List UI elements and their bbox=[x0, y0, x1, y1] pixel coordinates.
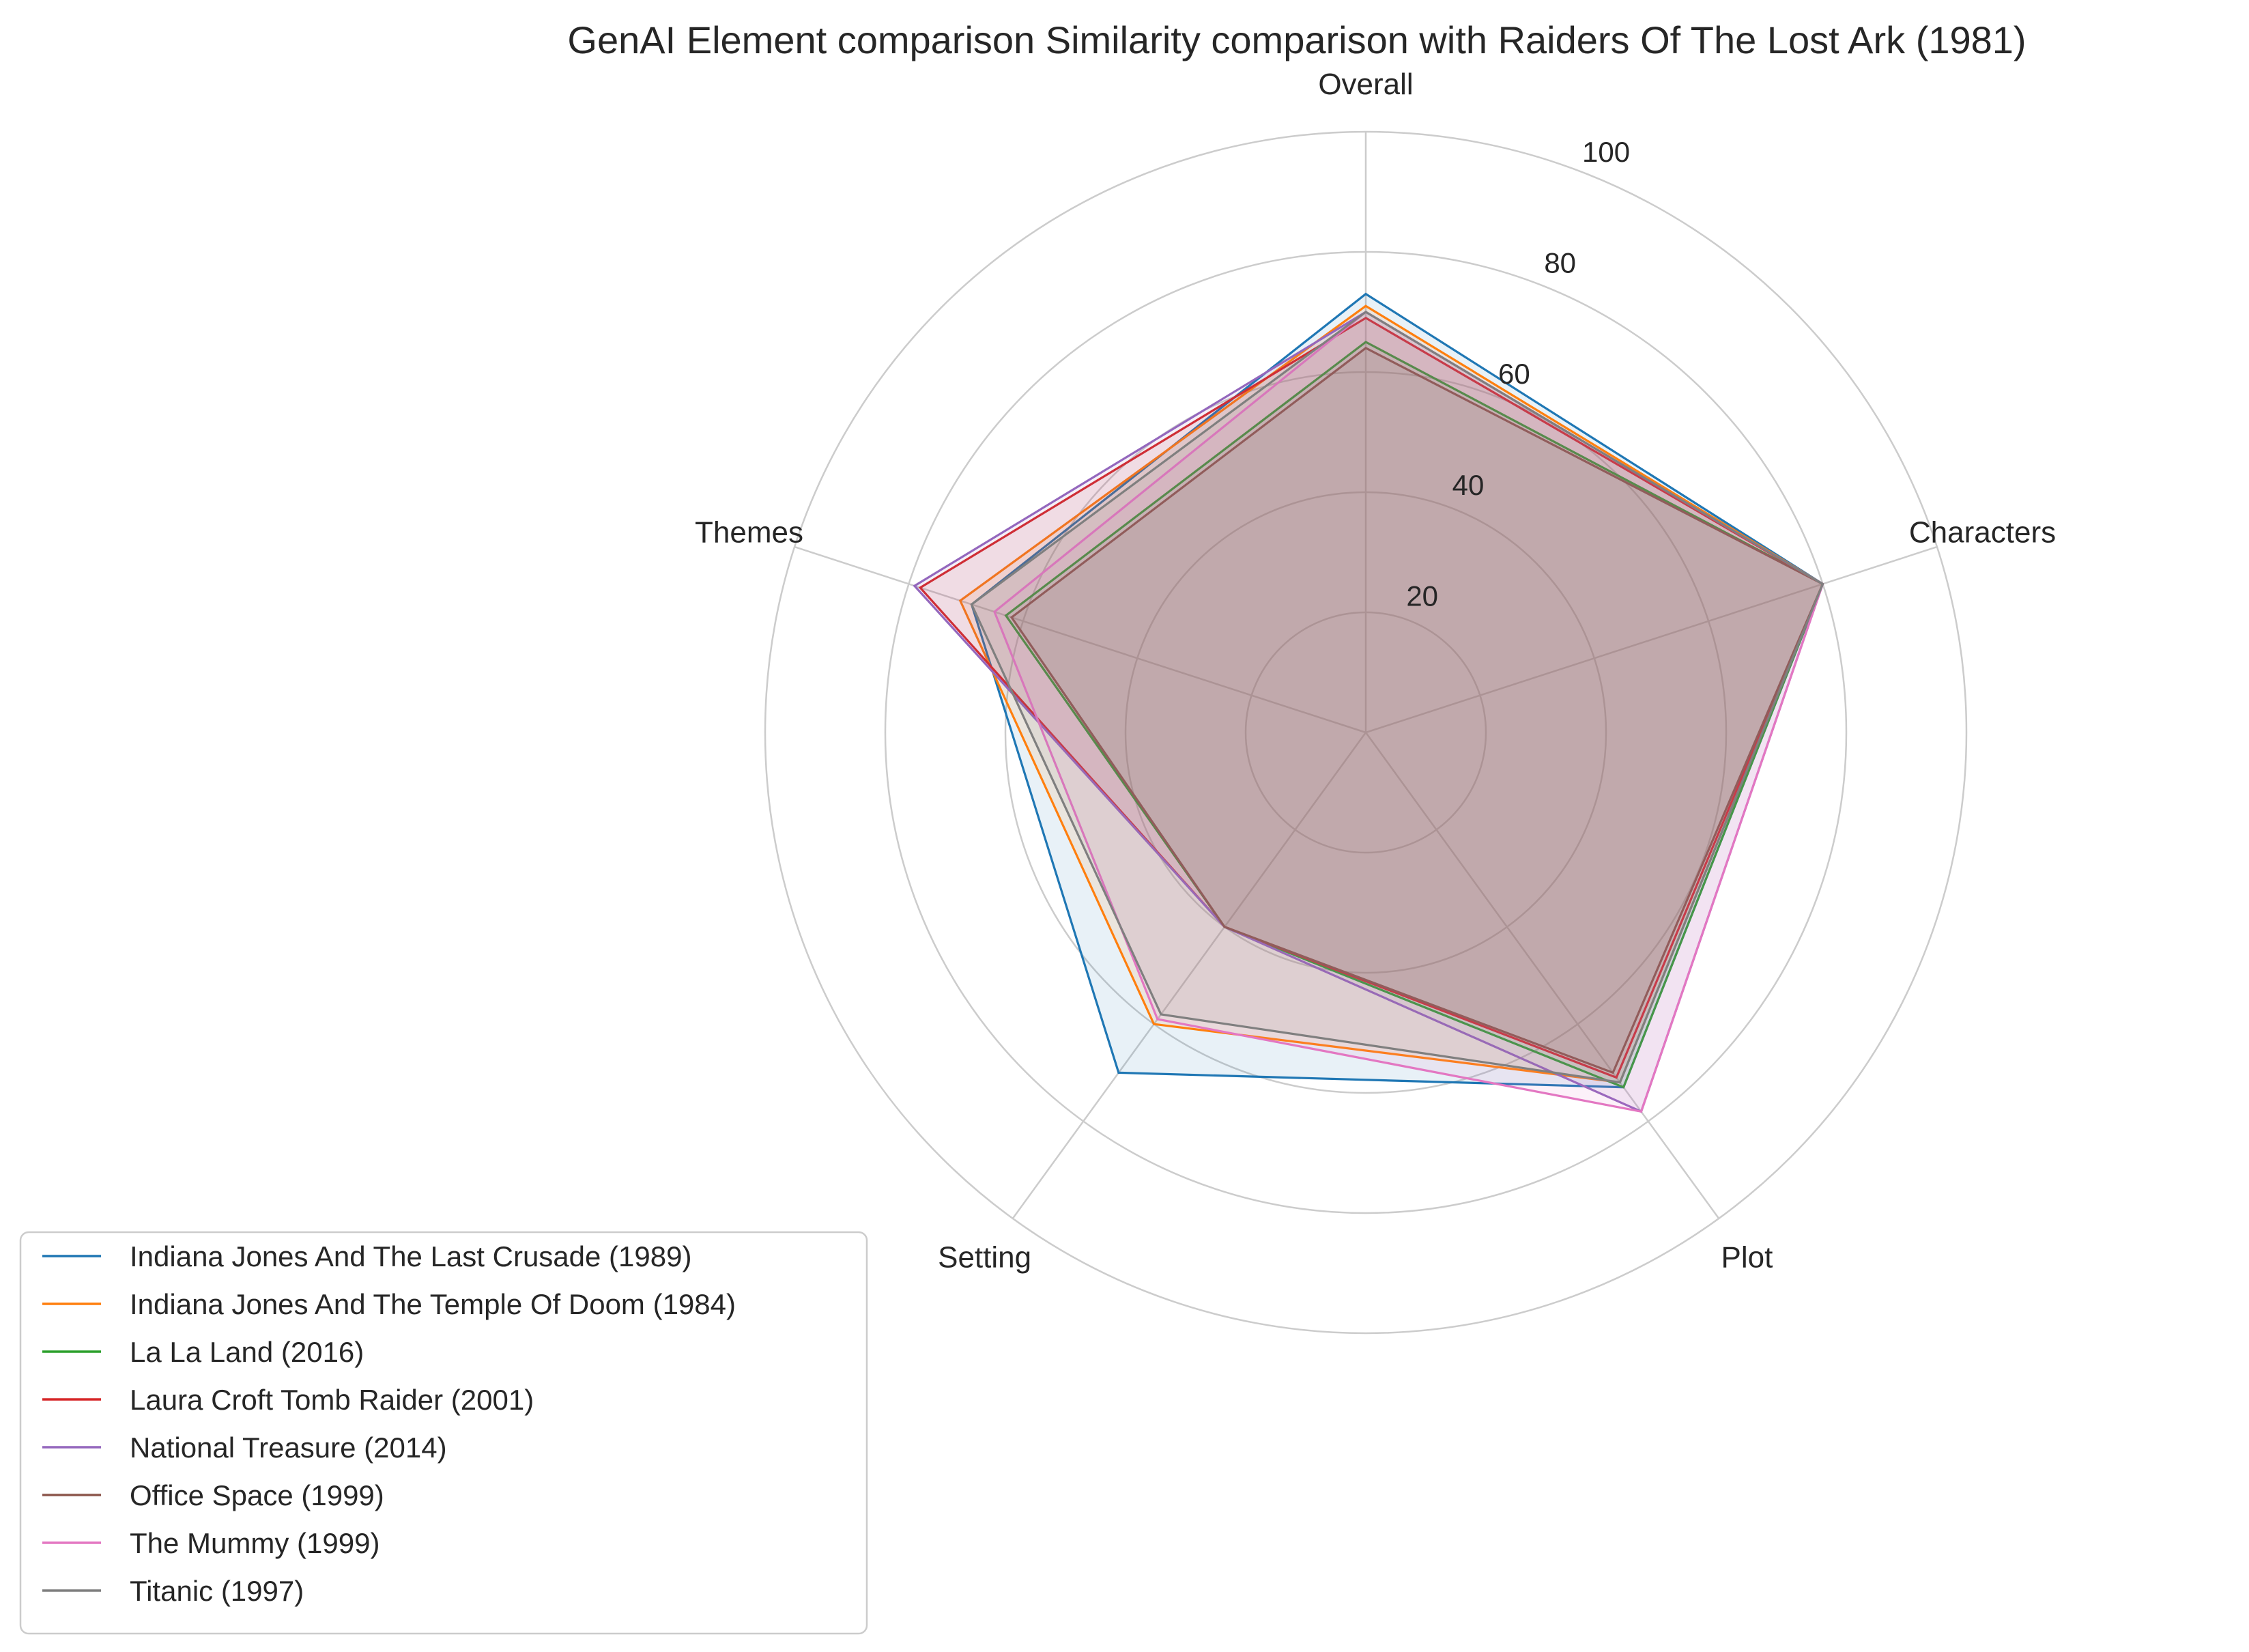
legend-label: Indiana Jones And The Temple Of Doom (19… bbox=[130, 1288, 736, 1320]
legend-item: Titanic (1997) bbox=[42, 1575, 304, 1607]
tick-label-20: 20 bbox=[1406, 580, 1438, 612]
spoke-plot bbox=[1364, 732, 1720, 1219]
legend-label: Titanic (1997) bbox=[130, 1575, 304, 1607]
spoke-characters bbox=[1365, 545, 1938, 734]
legend-frame bbox=[19, 1231, 868, 1635]
legend-item: The Mummy (1999) bbox=[42, 1527, 379, 1559]
legend-item: National Treasure (2014) bbox=[42, 1432, 447, 1464]
legend-label: Laura Croft Tomb Raider (2001) bbox=[130, 1384, 534, 1416]
chart-title: GenAI Element comparison Similarity comp… bbox=[567, 18, 2026, 61]
legend-label: The Mummy (1999) bbox=[130, 1527, 379, 1559]
legend-item: La La Land (2016) bbox=[42, 1336, 364, 1368]
series-4-area bbox=[920, 317, 1823, 1078]
radial-ticks: 20 40 60 80 100 bbox=[1406, 136, 1630, 612]
axis-label-plot: Plot bbox=[1721, 1241, 1773, 1274]
legend-item: Indiana Jones And The Last Crusade (1989… bbox=[42, 1240, 691, 1272]
series-8-area bbox=[971, 312, 1823, 1083]
series-5-area bbox=[914, 312, 1823, 1112]
axis-label-overall: Overall bbox=[1318, 68, 1413, 101]
series-8-line bbox=[970, 311, 1824, 1084]
legend-label: Indiana Jones And The Last Crusade (1989… bbox=[130, 1240, 691, 1272]
series-1-area bbox=[971, 294, 1823, 1087]
series-3-area bbox=[1005, 342, 1823, 1087]
axis-label-characters: Characters bbox=[1909, 515, 2056, 549]
legend-item: Laura Croft Tomb Raider (2001) bbox=[42, 1384, 534, 1416]
legend-label: Office Space (1999) bbox=[130, 1479, 384, 1511]
series-6-area bbox=[1012, 347, 1823, 1073]
tick-label-80: 80 bbox=[1544, 247, 1576, 279]
tick-label-60: 60 bbox=[1498, 358, 1530, 390]
axis-labels: Overall Characters Plot Setting Themes bbox=[695, 68, 2056, 1274]
legend: Indiana Jones And The Last Crusade (1989… bbox=[19, 1231, 868, 1635]
spoke-themes bbox=[794, 545, 1366, 734]
radar-series bbox=[913, 292, 1824, 1113]
legend-item: Office Space (1999) bbox=[42, 1479, 384, 1511]
spoke-setting bbox=[1012, 732, 1367, 1219]
series-1-line bbox=[970, 292, 1824, 1089]
series-7-area bbox=[994, 312, 1823, 1112]
tick-label-100: 100 bbox=[1582, 136, 1630, 168]
legend-label: La La Land (2016) bbox=[130, 1336, 364, 1368]
axis-label-themes: Themes bbox=[695, 515, 803, 549]
radar-grid bbox=[764, 130, 1968, 1335]
tick-label-40: 40 bbox=[1452, 469, 1485, 501]
legend-item: Indiana Jones And The Temple Of Doom (19… bbox=[42, 1288, 736, 1320]
axis-label-setting: Setting bbox=[938, 1241, 1031, 1274]
series-6-line bbox=[1009, 346, 1824, 1074]
series-2-area bbox=[960, 306, 1823, 1083]
legend-label: National Treasure (2014) bbox=[130, 1432, 447, 1464]
